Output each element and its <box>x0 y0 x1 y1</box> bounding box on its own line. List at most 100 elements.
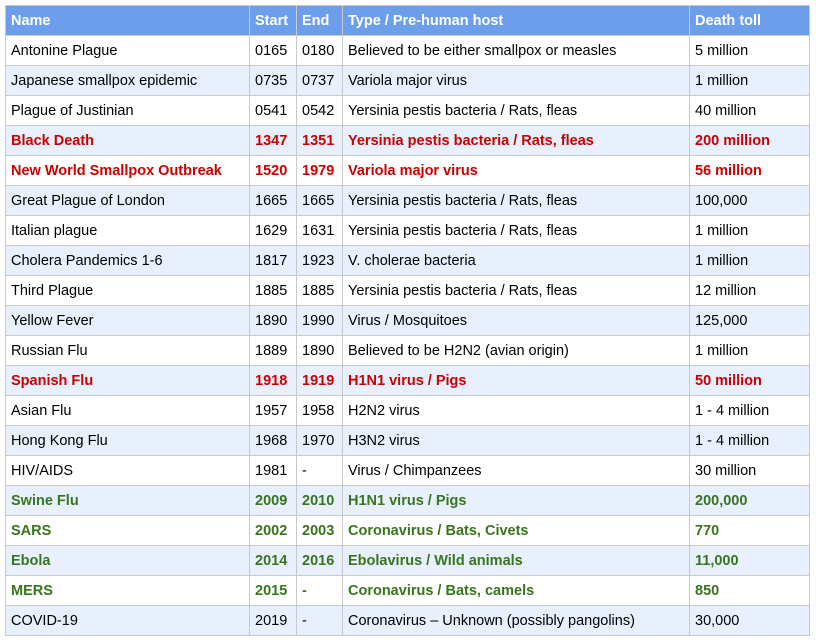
cell-start[interactable]: 0541 <box>249 95 297 126</box>
cell-type[interactable]: V. cholerae bacteria <box>342 245 690 276</box>
cell-type[interactable]: H1N1 virus / Pigs <box>342 485 690 516</box>
cell-start[interactable]: 1889 <box>249 335 297 366</box>
cell-end[interactable]: 1979 <box>296 155 343 186</box>
cell-start[interactable]: 1957 <box>249 395 297 426</box>
cell-death-toll[interactable]: 770 <box>689 515 810 546</box>
header-type[interactable]: Type / Pre-human host <box>342 5 690 36</box>
cell-type[interactable]: Coronavirus – Unknown (possibly pangolin… <box>342 605 690 636</box>
cell-end[interactable]: 2010 <box>296 485 343 516</box>
cell-end[interactable]: - <box>296 605 343 636</box>
cell-start[interactable]: 1629 <box>249 215 297 246</box>
cell-end[interactable]: 2016 <box>296 545 343 576</box>
cell-start[interactable]: 0735 <box>249 65 297 96</box>
cell-type[interactable]: Coronavirus / Bats, Civets <box>342 515 690 546</box>
cell-name[interactable]: Third Plague <box>5 275 250 306</box>
cell-end[interactable]: 1885 <box>296 275 343 306</box>
cell-end[interactable]: 1970 <box>296 425 343 456</box>
cell-death-toll[interactable]: 1 million <box>689 245 810 276</box>
cell-death-toll[interactable]: 30 million <box>689 455 810 486</box>
cell-name[interactable]: MERS <box>5 575 250 606</box>
cell-type[interactable]: H1N1 virus / Pigs <box>342 365 690 396</box>
cell-type[interactable]: Variola major virus <box>342 65 690 96</box>
cell-end[interactable]: 1351 <box>296 125 343 156</box>
cell-start[interactable]: 2002 <box>249 515 297 546</box>
cell-end[interactable]: - <box>296 575 343 606</box>
cell-name[interactable]: Cholera Pandemics 1-6 <box>5 245 250 276</box>
cell-name[interactable]: Italian plague <box>5 215 250 246</box>
cell-type[interactable]: H2N2 virus <box>342 395 690 426</box>
cell-name[interactable]: Swine Flu <box>5 485 250 516</box>
cell-name[interactable]: Spanish Flu <box>5 365 250 396</box>
cell-name[interactable]: Plague of Justinian <box>5 95 250 126</box>
cell-name[interactable]: COVID-19 <box>5 605 250 636</box>
cell-end[interactable]: 1990 <box>296 305 343 336</box>
cell-death-toll[interactable]: 1 million <box>689 65 810 96</box>
cell-type[interactable]: Coronavirus / Bats, camels <box>342 575 690 606</box>
cell-death-toll[interactable]: 56 million <box>689 155 810 186</box>
cell-type[interactable]: Yersinia pestis bacteria / Rats, fleas <box>342 185 690 216</box>
cell-death-toll[interactable]: 1 million <box>689 215 810 246</box>
cell-end[interactable]: - <box>296 455 343 486</box>
cell-start[interactable]: 1665 <box>249 185 297 216</box>
cell-name[interactable]: Hong Kong Flu <box>5 425 250 456</box>
cell-name[interactable]: New World Smallpox Outbreak <box>5 155 250 186</box>
header-start[interactable]: Start <box>249 5 297 36</box>
cell-end[interactable]: 1665 <box>296 185 343 216</box>
cell-end[interactable]: 1923 <box>296 245 343 276</box>
cell-end[interactable]: 1919 <box>296 365 343 396</box>
cell-start[interactable]: 1918 <box>249 365 297 396</box>
cell-type[interactable]: Yersinia pestis bacteria / Rats, fleas <box>342 215 690 246</box>
cell-name[interactable]: Antonine Plague <box>5 35 250 66</box>
cell-death-toll[interactable]: 125,000 <box>689 305 810 336</box>
cell-type[interactable]: Yersinia pestis bacteria / Rats, fleas <box>342 125 690 156</box>
cell-type[interactable]: Ebolavirus / Wild animals <box>342 545 690 576</box>
cell-death-toll[interactable]: 100,000 <box>689 185 810 216</box>
cell-type[interactable]: H3N2 virus <box>342 425 690 456</box>
cell-end[interactable]: 1958 <box>296 395 343 426</box>
cell-start[interactable]: 2009 <box>249 485 297 516</box>
cell-death-toll[interactable]: 850 <box>689 575 810 606</box>
cell-start[interactable]: 2019 <box>249 605 297 636</box>
cell-start[interactable]: 1817 <box>249 245 297 276</box>
cell-end[interactable]: 0737 <box>296 65 343 96</box>
cell-name[interactable]: HIV/AIDS <box>5 455 250 486</box>
cell-type[interactable]: Believed to be either smallpox or measle… <box>342 35 690 66</box>
cell-death-toll[interactable]: 1 million <box>689 335 810 366</box>
cell-name[interactable]: Yellow Fever <box>5 305 250 336</box>
cell-name[interactable]: SARS <box>5 515 250 546</box>
header-name[interactable]: Name <box>5 5 250 36</box>
cell-death-toll[interactable]: 50 million <box>689 365 810 396</box>
cell-end[interactable]: 1631 <box>296 215 343 246</box>
cell-end[interactable]: 0542 <box>296 95 343 126</box>
cell-type[interactable]: Yersinia pestis bacteria / Rats, fleas <box>342 275 690 306</box>
cell-death-toll[interactable]: 40 million <box>689 95 810 126</box>
cell-name[interactable]: Russian Flu <box>5 335 250 366</box>
cell-start[interactable]: 1520 <box>249 155 297 186</box>
cell-end[interactable]: 1890 <box>296 335 343 366</box>
cell-type[interactable]: Virus / Mosquitoes <box>342 305 690 336</box>
cell-death-toll[interactable]: 30,000 <box>689 605 810 636</box>
cell-death-toll[interactable]: 5 million <box>689 35 810 66</box>
cell-name[interactable]: Japanese smallpox epidemic <box>5 65 250 96</box>
cell-start[interactable]: 1981 <box>249 455 297 486</box>
cell-name[interactable]: Great Plague of London <box>5 185 250 216</box>
cell-start[interactable]: 1890 <box>249 305 297 336</box>
header-death-toll[interactable]: Death toll <box>689 5 810 36</box>
cell-end[interactable]: 2003 <box>296 515 343 546</box>
cell-type[interactable]: Variola major virus <box>342 155 690 186</box>
header-end[interactable]: End <box>296 5 343 36</box>
cell-start[interactable]: 1347 <box>249 125 297 156</box>
cell-death-toll[interactable]: 200,000 <box>689 485 810 516</box>
cell-start[interactable]: 1968 <box>249 425 297 456</box>
cell-end[interactable]: 0180 <box>296 35 343 66</box>
cell-name[interactable]: Ebola <box>5 545 250 576</box>
cell-type[interactable]: Virus / Chimpanzees <box>342 455 690 486</box>
cell-type[interactable]: Believed to be H2N2 (avian origin) <box>342 335 690 366</box>
cell-start[interactable]: 2014 <box>249 545 297 576</box>
cell-death-toll[interactable]: 1 - 4 million <box>689 425 810 456</box>
cell-death-toll[interactable]: 11,000 <box>689 545 810 576</box>
cell-death-toll[interactable]: 12 million <box>689 275 810 306</box>
cell-start[interactable]: 1885 <box>249 275 297 306</box>
cell-start[interactable]: 0165 <box>249 35 297 66</box>
cell-death-toll[interactable]: 200 million <box>689 125 810 156</box>
